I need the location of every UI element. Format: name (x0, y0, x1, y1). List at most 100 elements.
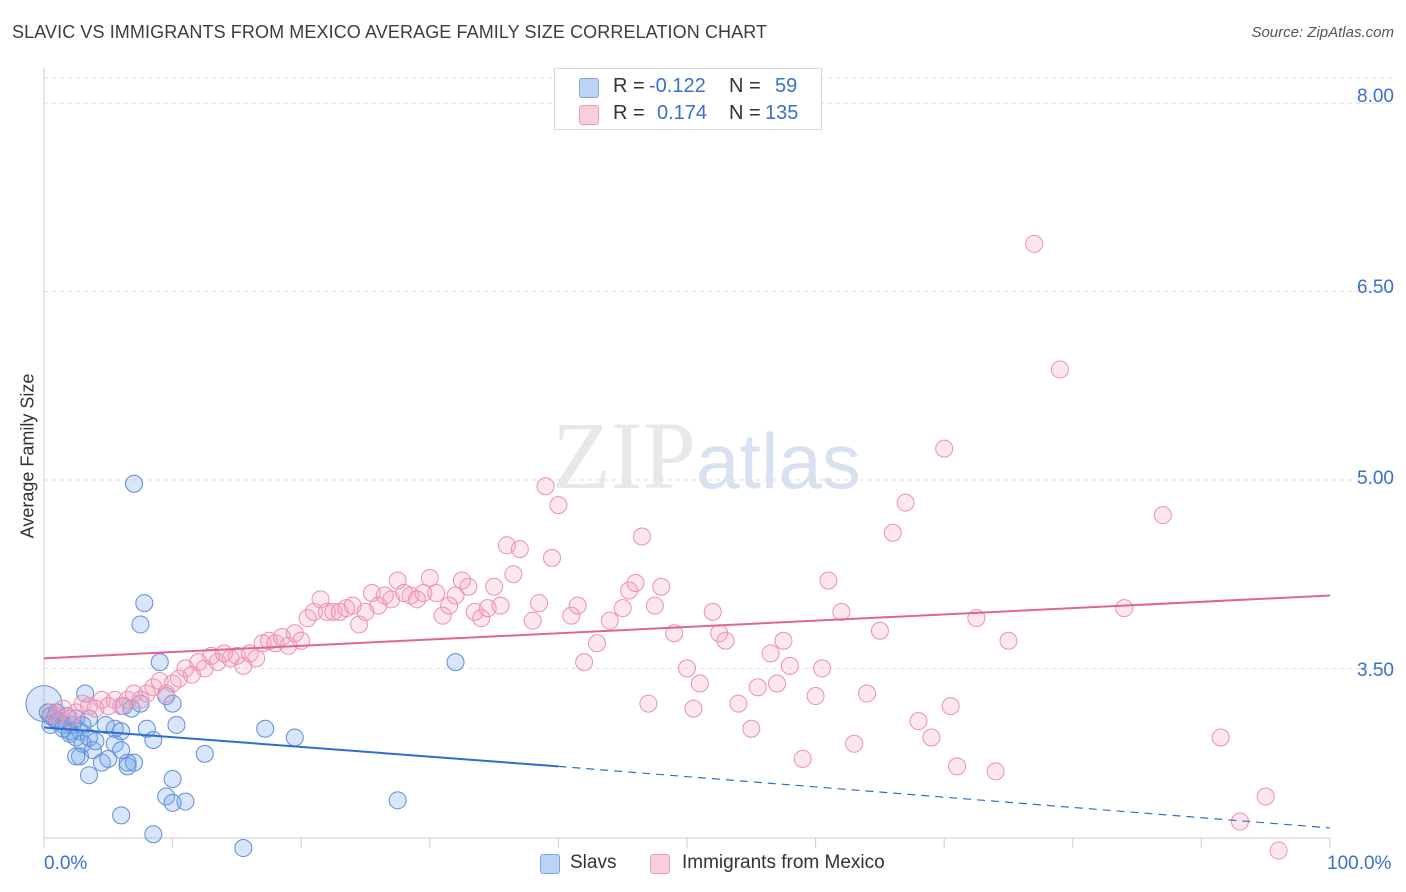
source-credit: Source: ZipAtlas.com (1251, 24, 1394, 41)
legend-label-mexico: Immigrants from Mexico (682, 852, 885, 873)
mexico-point (446, 586, 465, 605)
mexico-point (652, 577, 671, 596)
mexico-point (542, 548, 561, 567)
mexico-point (1211, 728, 1230, 747)
mexico-point (510, 540, 529, 559)
slavs-point (144, 825, 163, 844)
mexico-point (665, 624, 684, 643)
mexico-point (427, 584, 446, 603)
mexico-point (523, 611, 542, 630)
mexico-point (896, 493, 915, 512)
slavs-point (67, 747, 86, 766)
mexico-point (420, 568, 439, 587)
mexico-point (883, 523, 902, 542)
mexico-point (684, 699, 703, 718)
mexico-point (774, 631, 793, 650)
mexico-point (620, 581, 639, 600)
mexico-point (1153, 506, 1172, 525)
y-tick-label-3-50: 3.50 (1357, 660, 1394, 681)
legend-r-value-mexico: 0.174 (657, 102, 708, 124)
y-tick-label-5-00: 5.00 (1357, 468, 1394, 489)
x-tick-label-0: 0.0% (44, 853, 88, 874)
slavs-point (86, 732, 105, 751)
mexico-point (793, 749, 812, 768)
mexico-point (845, 734, 864, 753)
legend-label-slavs: Slavs (570, 852, 617, 873)
mexico-point (813, 659, 832, 678)
slavs-point (256, 719, 275, 738)
slavs-point (80, 766, 99, 785)
mexico-point (587, 634, 606, 653)
y-axis-label: Average Family Size (17, 373, 38, 539)
mexico-point (285, 624, 304, 643)
mexico-point (568, 596, 587, 615)
mexico-point (472, 609, 491, 628)
mexico-point (1050, 360, 1069, 379)
mexico-point (1115, 599, 1134, 618)
mexico-point (645, 596, 664, 615)
mexico-point (819, 571, 838, 590)
mexico-point (575, 653, 594, 672)
mexico-point (729, 694, 748, 713)
slavs-point (167, 715, 186, 734)
slavs-point (234, 839, 253, 858)
mexico-point (317, 602, 336, 621)
mexico-point (716, 631, 735, 650)
legend-swatch-mexico (650, 854, 670, 874)
legend-n-label: N = (729, 102, 761, 124)
slavs-point (137, 719, 156, 738)
slavs-point (285, 728, 304, 747)
mexico-point (870, 621, 889, 640)
mexico-point (999, 631, 1018, 650)
mexico-point (459, 577, 478, 596)
mexico-point (806, 687, 825, 706)
slavs-point (388, 791, 407, 810)
slavs-trend-line (43, 726, 559, 768)
legend-n-value-mexico: 135 (765, 102, 799, 124)
mexico-point (536, 477, 555, 496)
legend-n-value-slavs: 59 (775, 75, 798, 97)
slavs-point (150, 653, 169, 672)
mexico-point (748, 678, 767, 697)
mexico-point (530, 594, 549, 613)
mexico-point (491, 596, 510, 615)
mexico-point (935, 439, 954, 458)
mexico-point (742, 719, 761, 738)
y-tick-label-6-50: 6.50 (1357, 277, 1394, 298)
slavs-point (131, 615, 150, 634)
slavs-point (135, 594, 154, 613)
mexico-point (600, 611, 619, 630)
slavs-point (112, 806, 131, 825)
legend-r-value-slavs: -0.122 (649, 75, 706, 97)
mexico-point (986, 762, 1005, 781)
legend-r-label: R = (613, 102, 645, 124)
mexico-point (1025, 234, 1044, 253)
slavs-trend-extension (558, 765, 1331, 829)
mexico-point (485, 577, 504, 596)
mexico-point (1269, 841, 1288, 860)
mexico-point (832, 602, 851, 621)
slavs-point (125, 753, 144, 772)
slavs-point (163, 793, 182, 812)
mexico-point (690, 674, 709, 693)
mexico-point (909, 712, 928, 731)
legend-n-label: N = (729, 75, 761, 97)
legend-swatch-slavs (579, 78, 599, 98)
legend-swatch-mexico (579, 105, 599, 125)
mexico-point (922, 728, 941, 747)
mexico-point (247, 649, 266, 668)
mexico-trend-line (43, 594, 1331, 660)
mexico-point (504, 565, 523, 584)
mexico-point (157, 684, 176, 703)
slavs-point (163, 769, 182, 788)
mexico-point (549, 496, 568, 515)
chart-title: SLAVIC VS IMMIGRANTS FROM MEXICO AVERAGE… (12, 22, 768, 42)
x-tick-label-100: 100.0% (1327, 853, 1392, 874)
mexico-point (433, 606, 452, 625)
slavs-point (96, 715, 115, 734)
slavs-point (195, 744, 214, 763)
slavs-point (446, 653, 465, 672)
mexico-point (780, 656, 799, 675)
mexico-point (632, 527, 651, 546)
